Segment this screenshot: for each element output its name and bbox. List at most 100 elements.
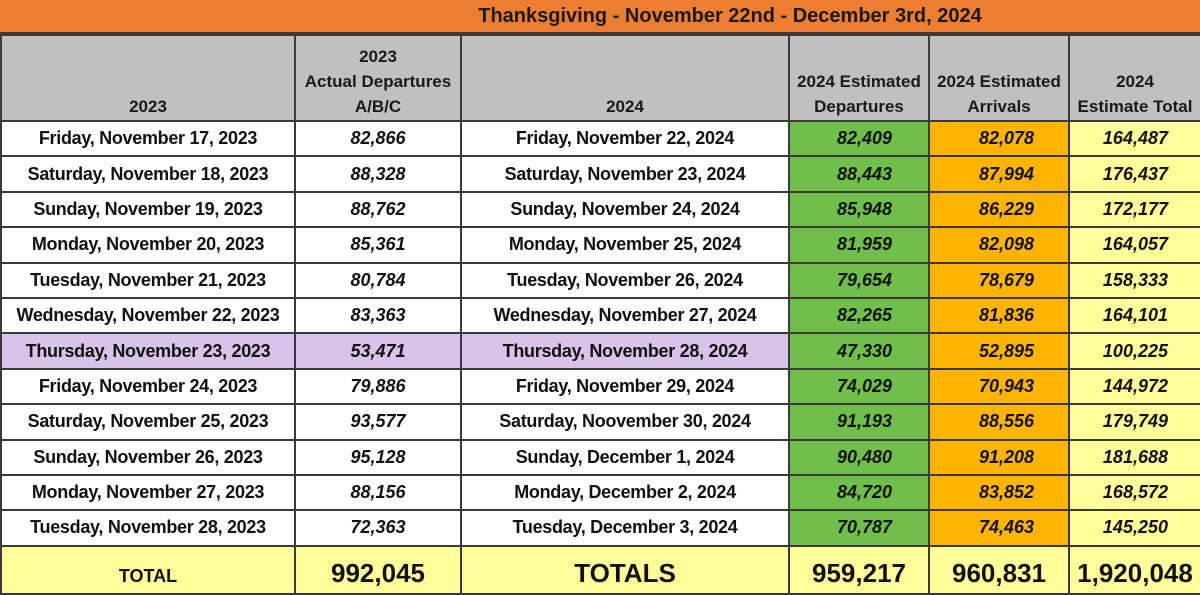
date-2023: Tuesday, November 28, 2023 (0, 509, 296, 547)
date-2023: Sunday, November 26, 2023 (0, 438, 296, 476)
actual-2023: 80,784 (294, 261, 462, 299)
departures-2024: 85,948 (788, 190, 930, 229)
actual-2023: 79,886 (294, 367, 462, 406)
header-2023-actual: 2023 Actual Departures A/B/C (294, 34, 462, 122)
departures-2024: 47,330 (788, 332, 930, 370)
table-row: Monday, November 27, 2023 88,156 Monday, D… (0, 473, 1200, 512)
date-2024: Monday, November 25, 2024 (460, 226, 790, 264)
total-2024: 144,972 (1068, 367, 1200, 406)
arrivals-2024: 82,078 (928, 119, 1070, 158)
actual-2023: 85,361 (294, 226, 462, 264)
header-estimate-total: 2024 Estimate Total (1068, 34, 1200, 122)
date-2023: Thursday, November 23, 2023 (0, 332, 296, 370)
arrivals-2024: 88,556 (928, 403, 1070, 441)
date-2023: Wednesday, November 22, 2023 (0, 296, 296, 335)
date-2023: Saturday, November 18, 2023 (0, 155, 296, 193)
total-2024: 172,177 (1068, 190, 1200, 229)
date-2023: Friday, November 24, 2023 (0, 367, 296, 406)
total-estimate-2024: 1,920,048 (1068, 544, 1200, 595)
header-arrivals: 2024 Estimated Arrivals (928, 34, 1070, 122)
table-row: Sunday, November 26, 2023 95,128 Sunday, D… (0, 438, 1200, 476)
table-row: Wednesday, November 22, 2023 83,363 Wednes… (0, 296, 1200, 335)
actual-2023: 95,128 (294, 438, 462, 476)
total-2024: 158,333 (1068, 261, 1200, 299)
date-2023: Tuesday, November 21, 2023 (0, 261, 296, 299)
date-2024: Saturday, Noovember 30, 2024 (460, 403, 790, 441)
arrivals-2024: 70,943 (928, 367, 1070, 406)
departures-2024: 81,959 (788, 226, 930, 264)
table-row: Sunday, November 19, 2023 88,762 Sunday, N… (0, 190, 1200, 229)
date-2023: Monday, November 20, 2023 (0, 226, 296, 264)
departures-2024: 84,720 (788, 473, 930, 512)
actual-2023: 53,471 (294, 332, 462, 370)
date-2024: Wednesday, November 27, 2024 (460, 296, 790, 335)
departures-2024: 88,443 (788, 155, 930, 193)
travel-table: 2023 2023 Actual Departures A/B/C 2024 2… (0, 34, 1200, 595)
arrivals-2024: 78,679 (928, 261, 1070, 299)
arrivals-2024: 74,463 (928, 509, 1070, 547)
date-2024: Friday, November 22, 2024 (460, 119, 790, 158)
header-2024: 2024 (460, 34, 790, 122)
actual-2023: 82,866 (294, 119, 462, 158)
departures-2024: 82,265 (788, 296, 930, 335)
arrivals-2024: 82,098 (928, 226, 1070, 264)
arrivals-2024: 86,229 (928, 190, 1070, 229)
total-2024: 176,437 (1068, 155, 1200, 193)
header-departures: 2024 Estimated Departures (788, 34, 930, 122)
date-2023: Saturday, November 25, 2023 (0, 403, 296, 441)
date-2024: Tuesday, November 26, 2024 (460, 261, 790, 299)
actual-2023: 88,156 (294, 473, 462, 512)
departures-2024: 82,409 (788, 119, 930, 158)
arrivals-2024: 87,994 (928, 155, 1070, 193)
table-row: Tuesday, November 21, 2023 80,784 Tuesday,… (0, 261, 1200, 299)
actual-2023: 88,328 (294, 155, 462, 193)
departures-2024: 90,480 (788, 438, 930, 476)
total-label-2024: TOTALS (460, 544, 790, 595)
total-arrivals-2024: 960,831 (928, 544, 1070, 595)
table-row: Monday, November 20, 2023 85,361 Monday, N… (0, 226, 1200, 264)
table-row-thanksgiving: Thursday, November 23, 2023 53,471 Thursda… (0, 332, 1200, 370)
table-row: Saturday, November 18, 2023 88,328 Saturda… (0, 155, 1200, 193)
actual-2023: 72,363 (294, 509, 462, 547)
total-2024: 145,250 (1068, 509, 1200, 547)
departures-2024: 74,029 (788, 367, 930, 406)
arrivals-2024: 52,895 (928, 332, 1070, 370)
table-row: Tuesday, November 28, 2023 72,363 Tuesday,… (0, 509, 1200, 547)
actual-2023: 93,577 (294, 403, 462, 441)
table-row: Friday, November 17, 2023 82,866 Friday, N… (0, 119, 1200, 158)
total-actual-2023: 992,045 (294, 544, 462, 595)
date-2024: Monday, December 2, 2024 (460, 473, 790, 512)
total-2024: 168,572 (1068, 473, 1200, 512)
date-2024: Sunday, December 1, 2024 (460, 438, 790, 476)
date-2023: Sunday, November 19, 2023 (0, 190, 296, 229)
table-row: Friday, November 24, 2023 79,886 Friday, N… (0, 367, 1200, 406)
total-departures-2024: 959,217 (788, 544, 930, 595)
arrivals-2024: 83,852 (928, 473, 1070, 512)
total-2024: 164,101 (1068, 296, 1200, 335)
total-2024: 164,487 (1068, 119, 1200, 158)
date-2024: Sunday, November 24, 2024 (460, 190, 790, 229)
departures-2024: 79,654 (788, 261, 930, 299)
totals-row: TOTAL 992,045 TOTALS 959,217 960,831 1,9… (0, 544, 1200, 595)
departures-2024: 70,787 (788, 509, 930, 547)
total-2024: 164,057 (1068, 226, 1200, 264)
total-label-2023: TOTAL (0, 544, 296, 595)
table-row: Saturday, November 25, 2023 93,577 Saturda… (0, 403, 1200, 441)
date-2024: Saturday, November 23, 2024 (460, 155, 790, 193)
header-2023: 2023 (0, 34, 296, 122)
actual-2023: 88,762 (294, 190, 462, 229)
date-2023: Monday, November 27, 2023 (0, 473, 296, 512)
total-2024: 100,225 (1068, 332, 1200, 370)
total-2024: 181,688 (1068, 438, 1200, 476)
arrivals-2024: 91,208 (928, 438, 1070, 476)
header-row: 2023 2023 Actual Departures A/B/C 2024 2… (0, 34, 1200, 122)
table-body: Friday, November 17, 2023 82,866 Friday, N… (0, 119, 1200, 595)
date-2024: Tuesday, December 3, 2024 (460, 509, 790, 547)
date-2023: Friday, November 17, 2023 (0, 119, 296, 158)
date-2024: Thursday, November 28, 2024 (460, 332, 790, 370)
arrivals-2024: 81,836 (928, 296, 1070, 335)
table-title: Thanksgiving - November 22nd - December … (0, 0, 1200, 34)
date-2024: Friday, November 29, 2024 (460, 367, 790, 406)
total-2024: 179,749 (1068, 403, 1200, 441)
actual-2023: 83,363 (294, 296, 462, 335)
